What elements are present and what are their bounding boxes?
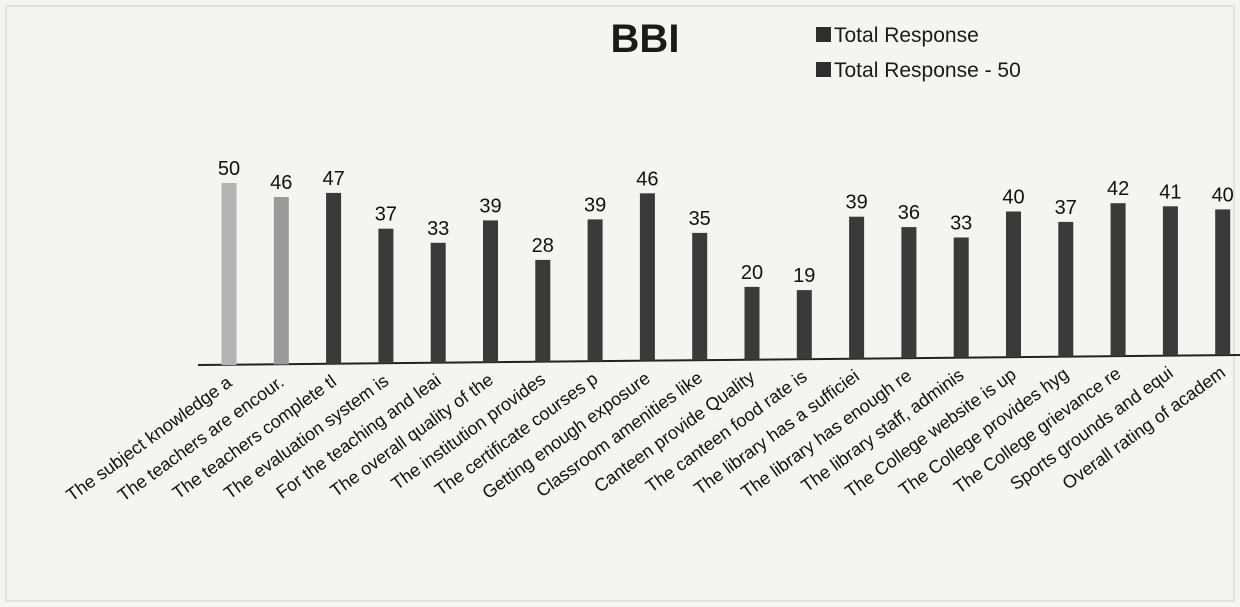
bar-5	[430, 242, 446, 363]
legend-label-2: Total Response - 50	[834, 59, 1021, 82]
bar-8	[587, 219, 603, 362]
data-label-20: 40	[1212, 184, 1234, 206]
data-labels-group: 50 46 47 37 33 39 28 39 46 35 20 19 39 36 33 40 37 42 41 40	[218, 158, 1234, 287]
data-label-19: 41	[1159, 181, 1181, 203]
data-label-4: 37	[375, 204, 397, 226]
data-label-16: 40	[1002, 187, 1024, 209]
bar-12	[796, 290, 812, 360]
chart-frame	[5, 5, 1235, 602]
data-label-5: 33	[427, 218, 449, 240]
data-label-14: 36	[898, 202, 920, 224]
bar-20	[1215, 209, 1231, 355]
data-label-12: 19	[793, 265, 815, 287]
bar-2	[273, 197, 289, 365]
bars-group	[221, 183, 1231, 365]
data-label-10: 35	[689, 208, 711, 230]
data-label-8: 39	[584, 194, 606, 216]
legend: Total Response Total Response - 50	[816, 24, 1021, 82]
data-label-11: 20	[741, 262, 763, 284]
bar-10	[692, 232, 708, 361]
data-label-9: 46	[636, 168, 658, 190]
bar-6	[483, 220, 498, 363]
data-label-15: 33	[950, 213, 972, 235]
data-label-6: 39	[479, 195, 501, 217]
legend-swatch-2	[816, 62, 831, 77]
data-label-13: 39	[845, 192, 867, 214]
bar-11	[744, 286, 760, 360]
bar-17	[1058, 221, 1074, 357]
data-label-7: 28	[532, 235, 554, 257]
bar-7	[535, 259, 551, 362]
data-label-3: 47	[322, 168, 344, 190]
bar-4	[378, 228, 394, 364]
bar-18	[1110, 203, 1126, 357]
x-axis-line	[197, 354, 1240, 366]
bar-15	[953, 237, 969, 358]
bar-16	[1006, 211, 1021, 358]
bar-3	[326, 192, 342, 364]
bar-14	[901, 227, 917, 359]
chart-title: BBI	[611, 17, 680, 61]
data-label-2: 46	[270, 172, 292, 194]
data-label-17: 37	[1055, 197, 1077, 219]
data-label-1: 50	[218, 158, 240, 180]
bar-1	[221, 183, 237, 365]
legend-swatch-1	[816, 27, 831, 42]
bar-19	[1162, 206, 1178, 356]
bar-13	[849, 216, 865, 359]
legend-label-1: Total Response	[834, 24, 979, 47]
bar-9	[639, 193, 655, 361]
data-label-18: 42	[1107, 178, 1129, 200]
